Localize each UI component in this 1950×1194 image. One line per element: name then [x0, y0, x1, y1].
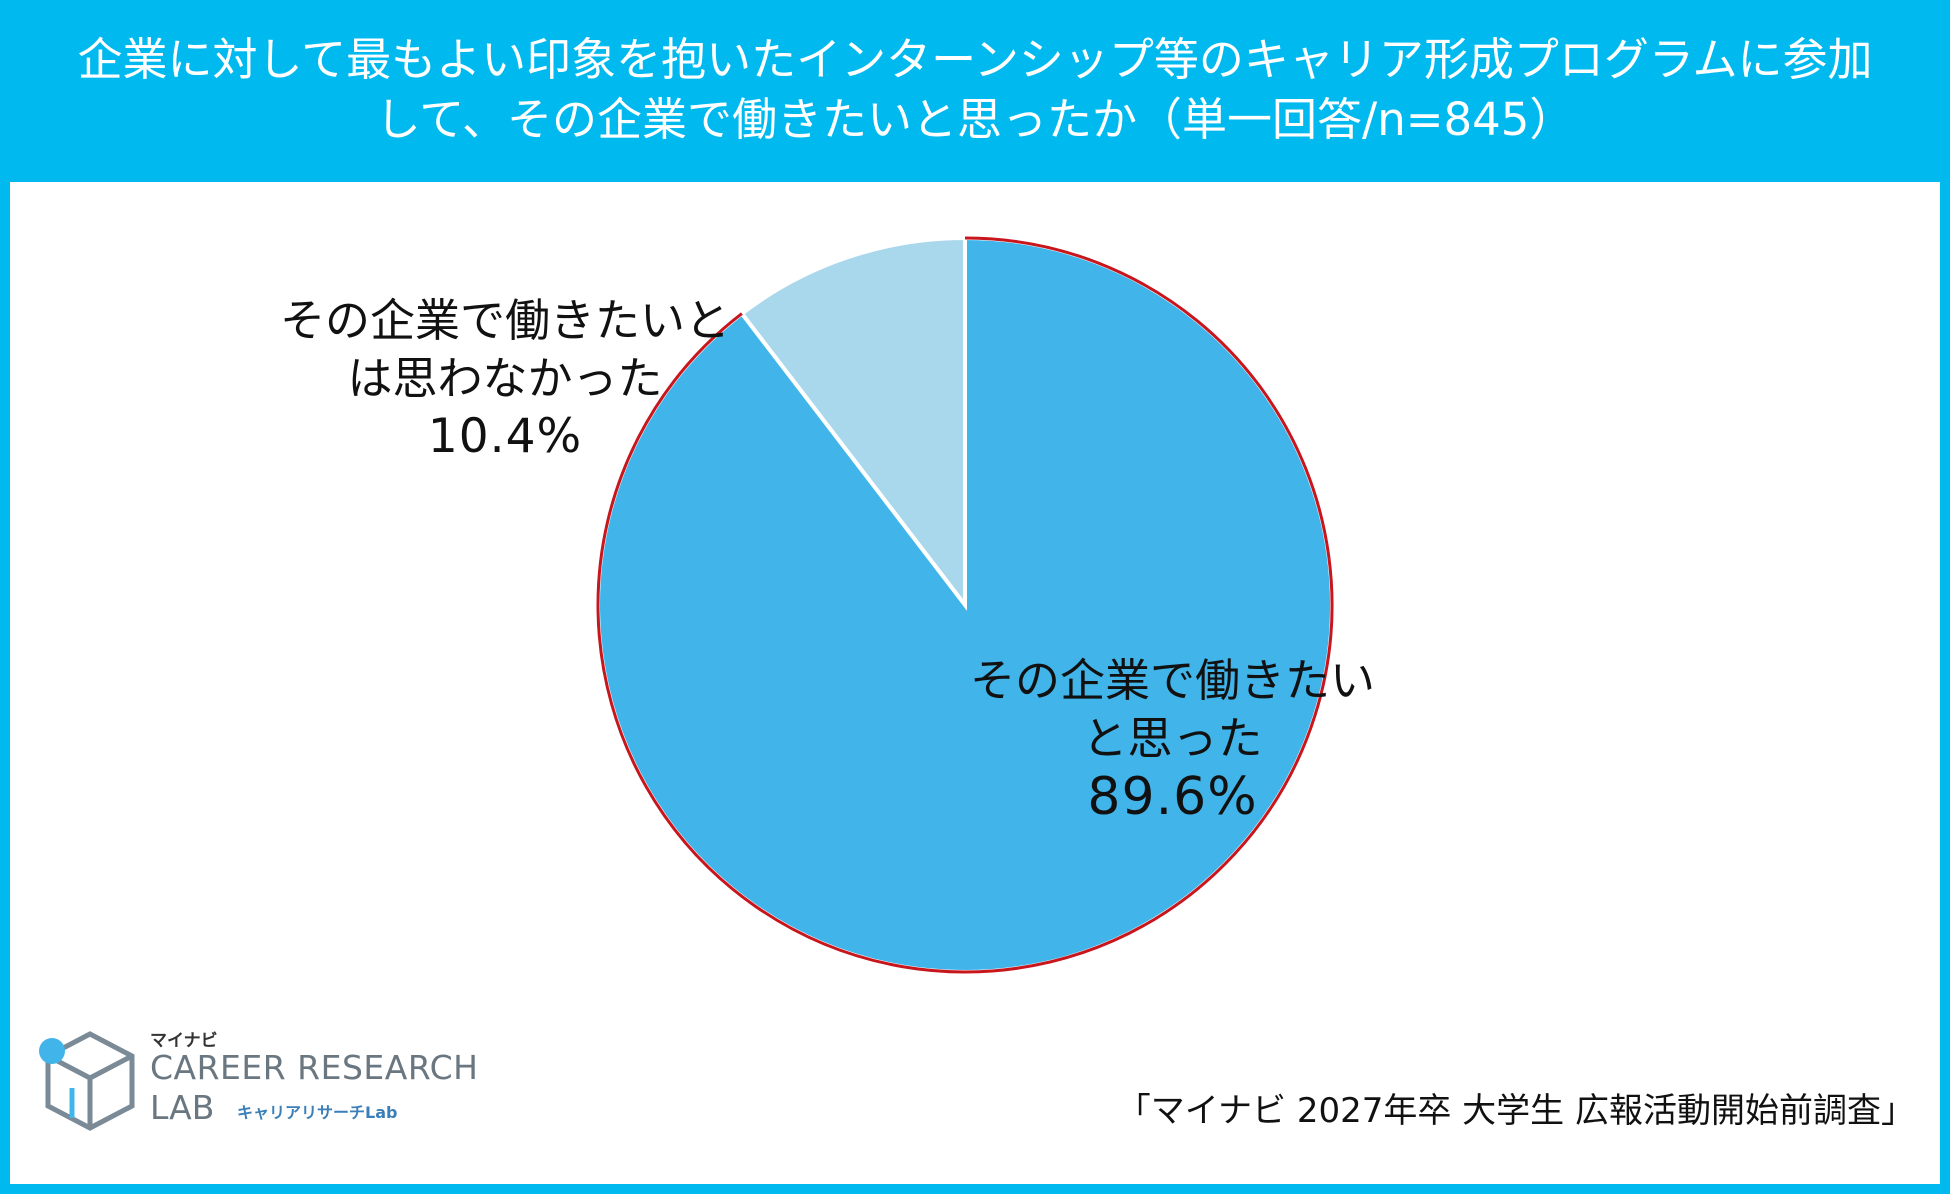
brand-line-2: LAB: [150, 1088, 215, 1127]
brand-jp: マイナビ: [150, 1031, 218, 1051]
pie-outline: [596, 236, 1334, 974]
brand-line-1: CAREER RESEARCH: [150, 1048, 479, 1087]
pie-slices: [596, 235, 1334, 974]
chart-title: 企業に対して最もよい印象を抱いたインターンシップ等のキャリア形成プログラムに参加…: [0, 0, 1950, 180]
lab-cube-icon: [39, 1031, 135, 1131]
slice-label-not-want-line-2: は思わなかった: [347, 352, 663, 405]
slice-label-not-want: その企業で働きたいと は思わなかった 10.4%: [280, 292, 730, 466]
title-line-1: 企業に対して最もよい印象を抱いたインターンシップ等のキャリア形成プログラムに参加: [77, 33, 1873, 86]
brand-sub: キャリアリサーチLab: [237, 1103, 398, 1122]
slice-value-want: 89.6%: [1087, 767, 1258, 827]
slice-label-want-line-2: と思った: [1082, 712, 1263, 765]
slice-label-not-want-line-1: その企業で働きたいと: [280, 294, 731, 347]
slice-value-not-want: 10.4%: [427, 409, 583, 464]
chart-panel: その企業で働きたいと は思わなかった 10.4% その企業で働きたい と思った …: [10, 182, 1940, 1184]
career-research-lab-logo: マイナビ CAREER RESEARCH LAB キャリアリサーチLab: [32, 1026, 478, 1136]
slice-label-want-line-1: その企業で働きたい: [970, 654, 1376, 707]
slice-label-want: その企業で働きたい と思った 89.6%: [970, 652, 1375, 826]
pie-slice-not-want: [739, 235, 967, 611]
pie-chart: [596, 235, 1334, 974]
source-note: 「マイナビ 2027年卒 大学生 広報活動開始前調査」: [1116, 1091, 1915, 1131]
title-line-2: して、その企業で働きたいと思ったか（単一回答/n=845）: [375, 93, 1575, 146]
